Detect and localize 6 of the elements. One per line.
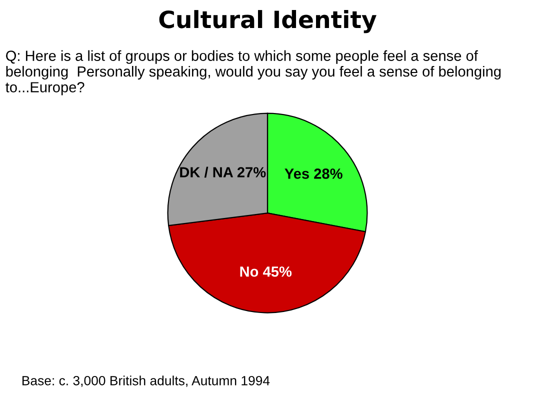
text: Base: c. 3,000 British adults, Autumn 1994 [22,376,270,387]
slice-label: DK / NA 27% [180,166,266,178]
chart-subtitle: Q: Here is a list of groups or bodies to which some people feel a sense of belonging Personally speaking, would you say you feel a sense of belonging to...Europe? [6,50,501,96]
slice-label: Yes 28% [284,168,342,179]
chart-title: Cultural Identity [159,10,376,34]
slice-label: No 45% [240,266,292,277]
